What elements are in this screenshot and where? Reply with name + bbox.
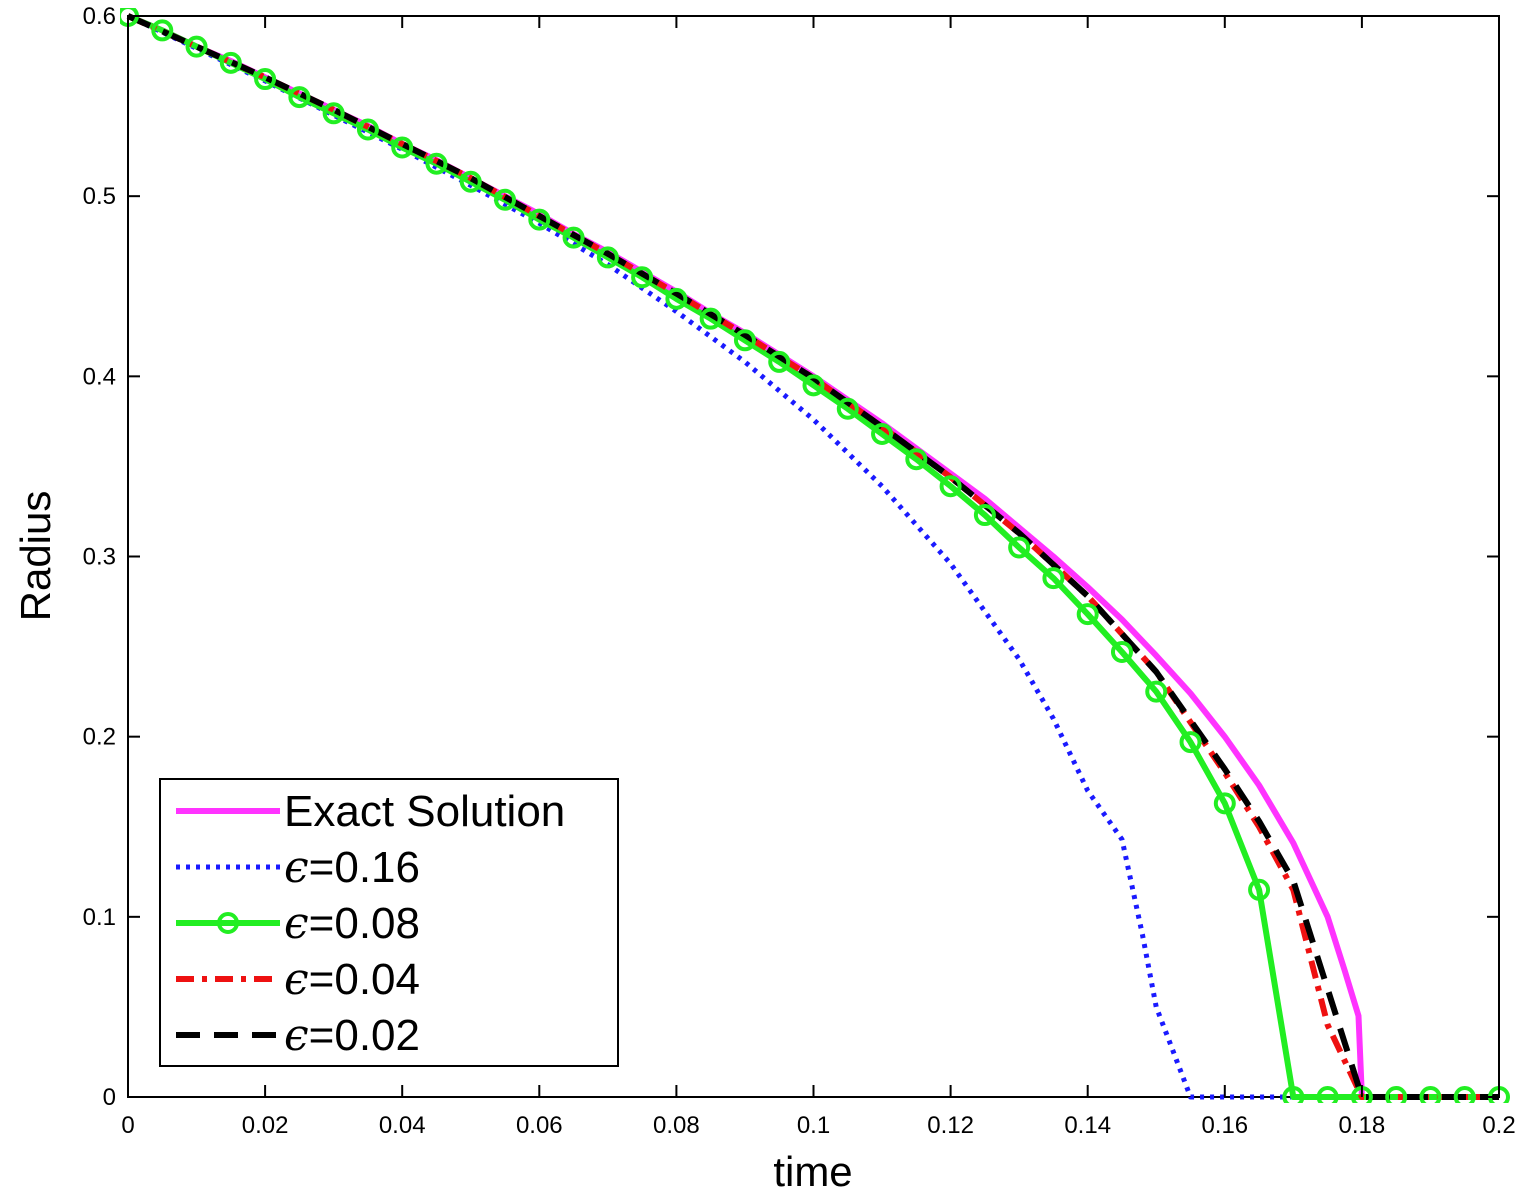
data-point-eps-0-08 [802,374,825,397]
data-point-eps-0-08 [1179,731,1202,754]
data-point-eps-0-08 [219,51,242,74]
data-point-eps-0-08 [562,226,585,249]
legend-label: ϵ=0.08 [284,898,420,949]
series-line-eps-0-02 [126,13,1499,1100]
legend: Exact Solution ϵ=0.16ϵ=0.08ϵ=0.04ϵ=0.02 [159,778,619,1067]
data-point-eps-0-08 [494,188,517,211]
data-point-eps-0-08 [1008,536,1031,559]
data-point-eps-0-08 [871,422,894,445]
legend-label: ϵ=0.16 [284,842,420,893]
data-point-eps-0-08 [596,246,619,269]
data-point-eps-0-08 [699,307,722,330]
data-point-eps-0-08 [1110,640,1133,663]
x-tick-label: 0.02 [242,1112,289,1139]
series-layer [120,8,1510,1103]
data-point-eps-0-08 [1316,1086,1339,1103]
data-point-eps-0-08 [1248,878,1271,901]
data-point-eps-0-08 [1213,792,1236,815]
x-tick-label: 0.2 [1482,1112,1515,1139]
y-tick-label: 0.1 [83,904,116,931]
x-tick-label: 0.12 [927,1112,974,1139]
x-tick-label: 0 [121,1112,134,1139]
series-line-eps-0-08 [126,13,1499,1100]
data-point-eps-0-08 [254,68,277,91]
data-point-eps-0-08 [1042,567,1065,590]
data-point-eps-0-08 [1282,1086,1305,1103]
data-point-eps-0-08 [288,86,311,109]
data-point-eps-0-08 [1076,603,1099,626]
legend-label: Exact Solution [284,787,565,836]
data-point-eps-0-08 [356,118,379,141]
data-point-eps-0-08 [391,136,414,159]
y-tick-label: 0.3 [83,544,116,571]
data-point-eps-0-08 [528,208,551,231]
data-point-eps-0-08 [836,397,859,420]
data-point-eps-0-08 [768,350,791,373]
data-point-eps-0-08 [631,266,654,289]
x-tick-label: 0.06 [516,1112,563,1139]
data-point-eps-0-08 [425,152,448,175]
x-tick-label: 0.14 [1064,1112,1111,1139]
data-point-eps-0-08 [939,475,962,498]
x-axis-title: time [773,1148,852,1195]
data-point-eps-0-08 [973,504,996,527]
data-point-eps-0-08 [322,102,345,125]
data-point-eps-0-08 [1419,1086,1442,1103]
x-tick-label: 0.04 [379,1112,426,1139]
y-tick-label: 0.4 [83,363,116,390]
data-point-eps-0-08 [185,35,208,58]
x-tick-label: 0.16 [1201,1112,1248,1139]
y-tick-label: 0 [103,1084,116,1111]
data-point-eps-0-08 [665,287,688,310]
data-point-eps-0-08 [733,329,756,352]
data-point-eps-0-08 [1385,1086,1408,1103]
tick-layer: 0 0.02 0.04 0.06 0.08 0.1 0.12 0.14 0.16 0.18 0.2 0… [83,3,1516,1139]
y-tick-label: 0.2 [83,724,116,751]
data-point-eps-0-08 [459,170,482,193]
data-point-eps-0-08 [151,19,174,42]
data-point-eps-0-08 [1453,1086,1476,1103]
y-axis-title: Radius [12,491,59,622]
data-point-eps-0-08 [1145,680,1168,703]
y-tick-label: 0.5 [83,183,116,210]
legend-label: ϵ=0.04 [284,954,420,1005]
y-tick-label: 0.6 [83,3,116,30]
x-tick-label: 0.08 [653,1112,700,1139]
data-point-eps-0-08 [905,448,928,471]
x-tick-label: 0.18 [1339,1112,1386,1139]
legend-label: ϵ=0.02 [284,1010,420,1061]
x-tick-label: 0.1 [797,1112,830,1139]
legend-marker [217,912,239,934]
